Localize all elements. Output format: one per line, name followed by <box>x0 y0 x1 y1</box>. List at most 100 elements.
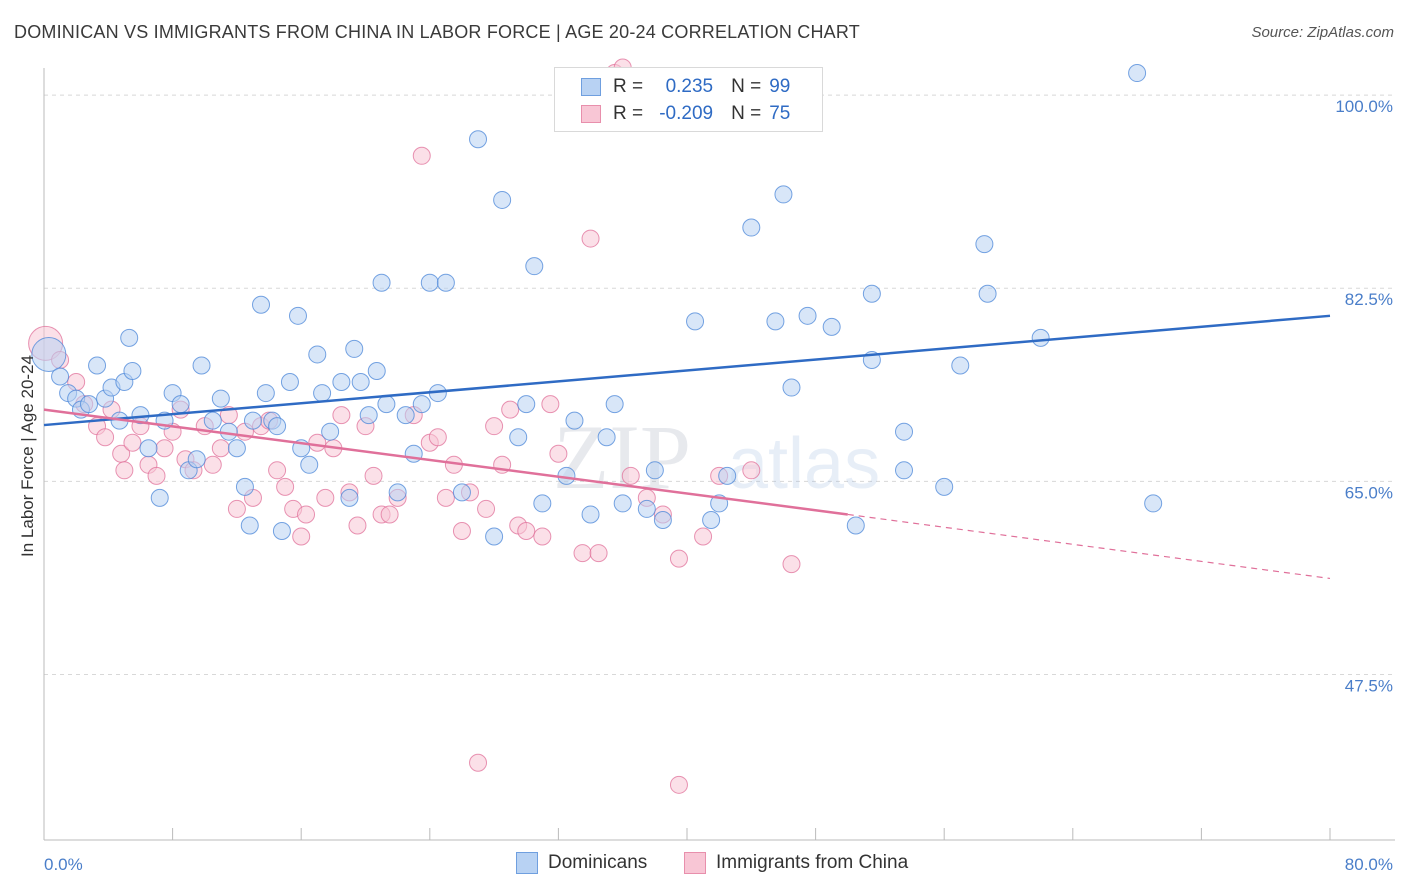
china-point <box>268 461 287 480</box>
china-point <box>436 488 455 507</box>
dominicans-point <box>718 466 737 485</box>
dominicans-point <box>351 373 370 392</box>
dominicans-point <box>123 361 142 380</box>
china-point <box>412 146 431 165</box>
dominicans-point <box>235 477 254 496</box>
trend-line-dominicans <box>43 314 1331 427</box>
bottom-legend-swatch-blue <box>516 852 538 874</box>
legend-n-value-blue: 99 <box>769 76 791 97</box>
y-axis-label: In Labor Force | Age 20-24 <box>18 355 37 557</box>
dominicans-point <box>782 378 801 397</box>
dominicans-point <box>436 273 455 292</box>
dominicans-point <box>637 499 656 518</box>
legend-swatch-pink <box>581 105 601 123</box>
bottom-legend-dominicans: Dominicans <box>516 852 647 874</box>
dominicans-point <box>493 190 512 209</box>
dominicans-point <box>51 367 70 386</box>
dominicans-point <box>345 339 364 358</box>
dominicans-point <box>139 439 158 458</box>
axes <box>43 68 1395 841</box>
dominicans-point <box>388 483 407 502</box>
dominicans-point <box>367 361 386 380</box>
dominicans-point <box>798 306 817 325</box>
correlation-legend: R = 0.235 N = 99 R = -0.209 N = 75 <box>554 67 823 132</box>
dominicans-point <box>565 411 584 430</box>
china-point <box>669 775 688 794</box>
dominicans-point <box>485 527 504 546</box>
dominicans-point <box>313 384 332 403</box>
dominicans-point <box>150 488 169 507</box>
china-point <box>96 428 115 447</box>
dominicans-point <box>469 130 488 149</box>
dominicans-point <box>171 395 190 414</box>
legend-n-label: N = <box>731 76 762 97</box>
dominicans-point <box>533 494 552 513</box>
dominicans-point <box>742 218 761 237</box>
china-point <box>380 505 399 524</box>
dominicans-point <box>1144 494 1163 513</box>
dominicans-point <box>862 284 881 303</box>
dominicans-point <box>1128 64 1147 83</box>
china-point <box>485 417 504 436</box>
dominicans-point <box>308 345 327 364</box>
china-point <box>541 395 560 414</box>
china-point <box>517 522 536 541</box>
dominicans-point <box>653 510 672 529</box>
dominicans-point <box>120 328 139 347</box>
x-tick-label-max: 80.0% <box>1345 855 1393 874</box>
dominicans-point <box>978 284 997 303</box>
china-point <box>533 527 552 546</box>
dominicans-point <box>31 336 67 372</box>
trend-line-china <box>43 408 848 516</box>
china-point <box>123 433 142 452</box>
dominicans-point <box>227 439 246 458</box>
dominicans-point <box>846 516 865 535</box>
dominicans-point <box>359 406 378 425</box>
axis-labels: 100.0% 82.5% 65.0% 47.5% 0.0% 80.0% In Labor F… <box>18 97 1393 874</box>
bottom-legend-swatch-pink <box>684 852 706 874</box>
dominicans-point <box>581 505 600 524</box>
china-point <box>147 466 166 485</box>
dominicans-point <box>420 273 439 292</box>
legend-n-value-pink: 75 <box>769 103 791 124</box>
china-point <box>581 229 600 248</box>
china-point <box>332 406 351 425</box>
legend-row-dominicans: R = 0.235 N = 99 <box>581 74 790 100</box>
dominicans-point <box>268 417 287 436</box>
dominicans-point <box>288 306 307 325</box>
dominicans-point <box>509 428 528 447</box>
china-point <box>316 488 335 507</box>
dominicans-point <box>774 185 793 204</box>
china-point <box>477 499 496 518</box>
china-point <box>297 505 316 524</box>
dominicans-point <box>895 422 914 441</box>
legend-row-china: R = -0.209 N = 75 <box>581 101 790 127</box>
y-tick-label: 82.5% <box>1345 290 1393 309</box>
china-point <box>364 466 383 485</box>
dominicans-point <box>377 395 396 414</box>
source-label: Source: ZipAtlas.com <box>1251 24 1394 41</box>
dominicans-point <box>452 483 471 502</box>
dominicans-point <box>219 422 238 441</box>
dominicans-point <box>951 356 970 375</box>
dominicans-point <box>613 494 632 513</box>
dominicans-point <box>822 317 841 336</box>
china-point <box>621 466 640 485</box>
dominicans-point <box>935 477 954 496</box>
china-point <box>589 544 608 563</box>
legend-r-label: R = <box>613 76 644 97</box>
china-point <box>227 499 246 518</box>
china-point <box>276 477 295 496</box>
china-point <box>348 516 367 535</box>
dominicans-point <box>272 522 291 541</box>
trend-line-china-extension <box>847 513 1331 580</box>
y-tick-label: 47.5% <box>1345 676 1393 695</box>
china-point <box>782 555 801 574</box>
china-point <box>292 527 311 546</box>
china-point <box>694 527 713 546</box>
legend-r-value-blue: 0.235 <box>665 76 714 97</box>
bottom-legend-label-china: Immigrants from China <box>716 852 909 873</box>
dominicans-point <box>525 257 544 276</box>
gridlines <box>44 94 1395 675</box>
